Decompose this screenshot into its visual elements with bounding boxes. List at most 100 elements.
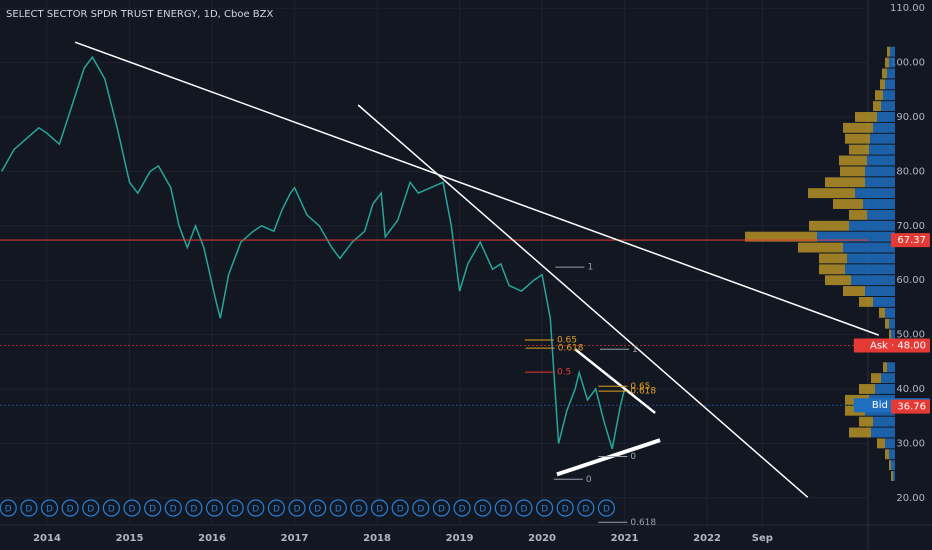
dividend-label: D [67, 505, 74, 515]
dividend-marker [515, 499, 533, 517]
volume-up [867, 209, 895, 220]
dividend-label: D [397, 505, 404, 515]
dividend-marker [597, 499, 616, 517]
volume-down [885, 318, 889, 329]
volume-down [887, 46, 890, 57]
dividend-label: D [87, 505, 94, 515]
volume-down [843, 286, 865, 297]
dividend-marker [309, 499, 327, 517]
dividend-label: D [149, 505, 156, 515]
y-tick-label: 110.00 [890, 3, 925, 14]
volume-down [873, 101, 881, 112]
volume-up [870, 133, 895, 144]
y-tick-label: 50.00 [896, 330, 925, 341]
volume-down [879, 307, 885, 318]
volume-up [865, 286, 895, 297]
fib-label: 0 [630, 452, 636, 462]
dividend-marker [267, 499, 286, 517]
grid [0, 0, 868, 525]
dividend-label: D [314, 505, 321, 515]
fib-label: 0.65 [557, 336, 577, 346]
y-tick-label: 90.00 [896, 112, 925, 123]
x-tick-label: 2016 [198, 533, 226, 544]
dividend-label: D [170, 505, 177, 515]
trend-line [574, 348, 656, 414]
price-label: 36.76 [897, 402, 926, 413]
dividend-label: D [355, 505, 362, 515]
dividend-marker [391, 499, 409, 517]
volume-up [889, 57, 895, 68]
volume-down [843, 122, 873, 133]
dividend-label: D [376, 505, 383, 515]
volume-up [873, 122, 895, 133]
y-tick-label: 80.00 [896, 166, 925, 177]
dividend-label: D [108, 505, 115, 515]
dividend-label: D [459, 505, 466, 515]
price-label-box [891, 399, 930, 414]
volume-down [859, 416, 873, 427]
y-tick-label: 30.00 [896, 438, 925, 449]
dividend-label: D [541, 505, 548, 515]
dividend-label: D [603, 505, 610, 515]
volume-up [873, 297, 895, 307]
dividend-marker [144, 499, 162, 517]
volume-up [883, 90, 895, 101]
chart-title: SELECT SECTOR SPDR TRUST ENERGY, 1D, Cbo… [6, 9, 273, 20]
fib-label: 1 [632, 345, 638, 355]
dividend-marker [247, 499, 265, 517]
fib-label: 0.618 [630, 518, 656, 528]
dividend-marker [185, 499, 203, 517]
volume-up [869, 144, 895, 155]
y-tick-label: 60.00 [896, 275, 925, 286]
dividend-label: D [252, 505, 259, 515]
volume-up [849, 220, 895, 231]
volume-down [849, 427, 871, 438]
dividend-marker [164, 499, 182, 517]
dividend-marker [288, 499, 306, 517]
volume-up [891, 460, 895, 471]
dividend-label: D [520, 505, 527, 515]
volume-down [859, 384, 875, 394]
volume-down [885, 449, 889, 460]
fib-label: 0.5 [557, 368, 571, 378]
dividend-marker [20, 499, 38, 517]
fib-label: 0.618 [630, 387, 656, 397]
volume-down [877, 438, 885, 449]
volume-up [871, 427, 895, 438]
volume-down [833, 199, 863, 209]
volume-up [817, 231, 895, 242]
dividend-label: D [232, 505, 239, 515]
volume-down [839, 155, 867, 166]
volume-up [887, 362, 895, 373]
y-tick-label: 20.00 [896, 493, 925, 504]
volume-down [891, 471, 893, 481]
volume-down [819, 264, 845, 275]
volume-down [825, 275, 851, 286]
dividend-label: D [25, 505, 32, 515]
dividend-marker [123, 499, 141, 517]
volume-down [880, 79, 885, 90]
volume-up [889, 318, 895, 329]
dividend-marker [577, 499, 595, 517]
volume-down [871, 373, 881, 384]
dividend-label: D [335, 505, 342, 515]
dividend-marker [226, 499, 244, 517]
x-tick-label: 2017 [281, 533, 309, 544]
x-tick-label: 2015 [116, 533, 144, 544]
y-tick-label: 40.00 [896, 384, 925, 395]
volume-down [819, 253, 847, 264]
dividend-marker [329, 499, 347, 517]
volume-up [851, 275, 895, 286]
dividend-marker [205, 499, 224, 517]
dividend-label: D [582, 505, 589, 515]
price-line [1, 55, 626, 450]
x-tick-label: Sep [752, 533, 773, 544]
dividend-label: D [211, 505, 218, 515]
volume-down [745, 231, 817, 242]
x-tick-label: 2019 [446, 533, 474, 544]
y-tick-label: 70.00 [896, 221, 925, 232]
volume-down [849, 144, 869, 155]
dividend-label: D [129, 505, 136, 515]
price-label: 67.37 [897, 235, 926, 246]
